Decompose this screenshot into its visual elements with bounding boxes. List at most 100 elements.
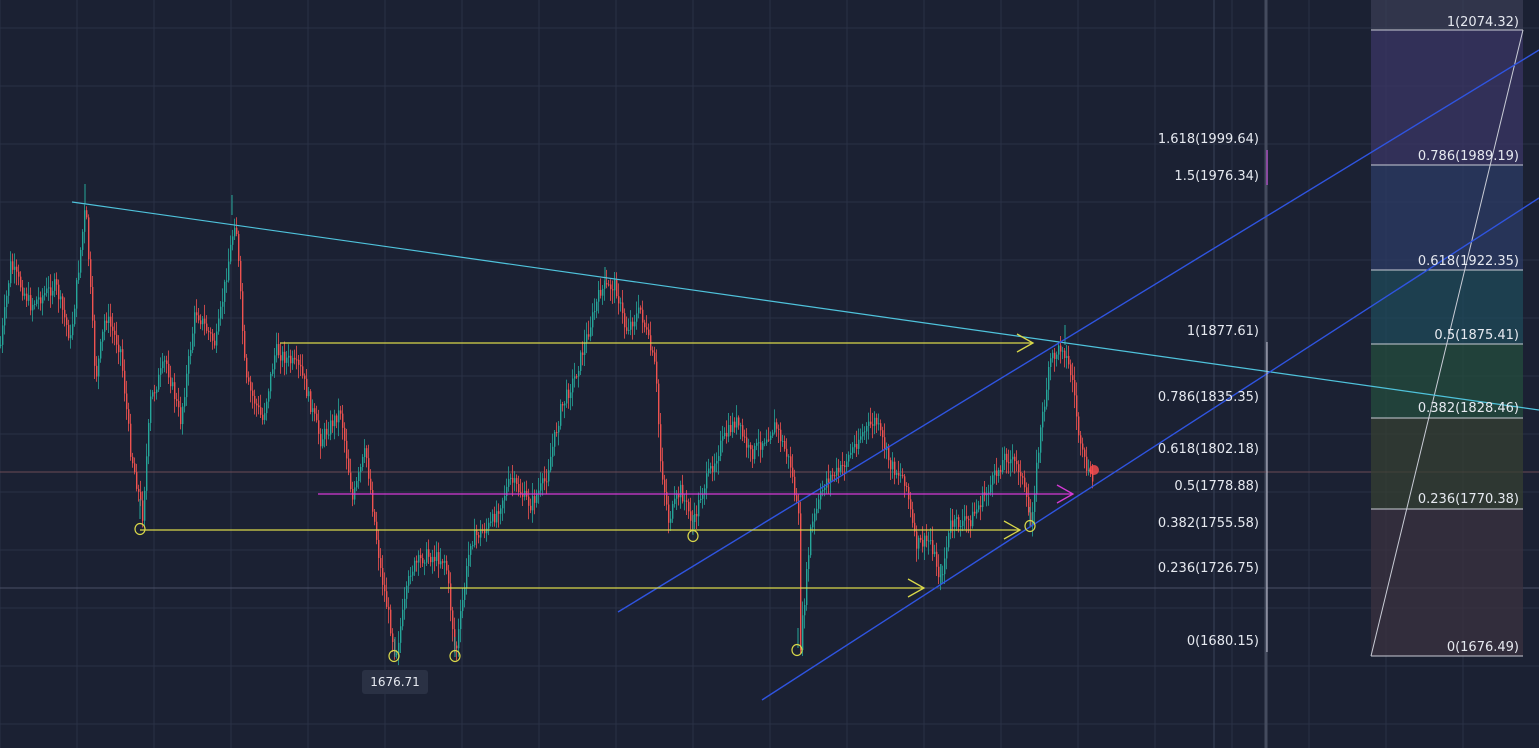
fib-right-label: 0.786(1989.19) xyxy=(1418,149,1519,164)
candle-body xyxy=(56,279,58,285)
candle-body xyxy=(954,519,956,527)
candle-body xyxy=(300,364,302,367)
candle-body xyxy=(114,330,116,335)
candle-body xyxy=(588,334,590,337)
candle-body xyxy=(698,500,700,517)
candle-body xyxy=(662,461,664,480)
candle-body xyxy=(582,352,584,355)
candle-body xyxy=(108,316,110,324)
candle-body xyxy=(832,474,834,476)
candle-body xyxy=(638,307,640,314)
candle-body xyxy=(308,391,310,397)
candle-body xyxy=(230,244,232,262)
fib-left-label: 1(1877.61) xyxy=(1187,324,1259,339)
candle-body xyxy=(646,327,648,330)
candle-body xyxy=(156,389,158,393)
candle-body xyxy=(768,439,770,441)
candle-body xyxy=(264,413,266,420)
candle-body xyxy=(608,284,610,286)
candle-body xyxy=(490,521,492,523)
candle-body xyxy=(932,540,934,555)
candle-body xyxy=(1054,352,1056,359)
candle-body xyxy=(1010,459,1012,464)
candle-body xyxy=(1014,456,1016,462)
candle-body xyxy=(636,313,638,322)
candle-body xyxy=(766,439,768,443)
candle-body xyxy=(238,234,240,261)
candle-body xyxy=(334,415,336,427)
candle-body xyxy=(924,535,926,547)
candle-body xyxy=(88,217,90,260)
candle-body xyxy=(58,284,60,300)
candle-body xyxy=(364,448,366,458)
candle-body xyxy=(478,535,480,538)
support-arrow-head xyxy=(1016,333,1035,353)
candle-body xyxy=(682,484,684,502)
candle-body xyxy=(48,287,50,289)
candle-body xyxy=(160,368,162,375)
drawings xyxy=(71,49,1539,701)
candle-body xyxy=(1074,380,1076,396)
candle-body xyxy=(360,466,362,473)
candle-body xyxy=(1012,456,1014,460)
candle-body xyxy=(172,382,174,387)
candle-body xyxy=(158,374,160,390)
candle-body xyxy=(648,329,650,336)
candle-body xyxy=(86,210,88,218)
candle-body xyxy=(82,231,84,250)
candle-body xyxy=(590,327,592,337)
candle-body xyxy=(680,484,682,498)
candle-body xyxy=(994,470,996,476)
candle-body xyxy=(222,301,224,307)
candle-body xyxy=(642,309,644,323)
candle-body xyxy=(580,352,582,371)
candle-body xyxy=(764,442,766,444)
candle-body xyxy=(46,288,48,294)
candle-body xyxy=(210,332,212,334)
candle-body xyxy=(534,496,536,503)
candle-body xyxy=(474,530,476,546)
candle-body xyxy=(644,322,646,328)
candle-body xyxy=(610,284,612,290)
candle-body xyxy=(838,467,840,472)
candle-body xyxy=(598,289,600,302)
candle-body xyxy=(1008,462,1010,464)
candle-body xyxy=(412,571,414,576)
candle-body xyxy=(1064,350,1066,358)
candle-body xyxy=(386,591,388,607)
candle-body xyxy=(244,330,246,358)
candle-body xyxy=(602,288,604,296)
candle-body xyxy=(112,326,114,331)
candle-body xyxy=(520,492,522,495)
candle-body xyxy=(240,260,242,292)
candle-body xyxy=(506,486,508,497)
fib-left-label: 0.382(1755.58) xyxy=(1158,516,1259,531)
candle-body xyxy=(926,535,928,542)
candle-body xyxy=(0,344,2,346)
candle-body xyxy=(964,516,966,521)
candle-body xyxy=(544,478,546,482)
candle-body xyxy=(936,551,938,567)
candle-body xyxy=(342,413,344,428)
candle-body xyxy=(464,587,466,600)
candle-body xyxy=(1084,449,1086,457)
candle-body xyxy=(54,279,56,291)
candle-body xyxy=(1068,355,1070,365)
candle-body xyxy=(998,469,1000,477)
candle-body xyxy=(882,430,884,438)
candle-body xyxy=(806,569,808,606)
candle-body xyxy=(918,537,920,549)
candle-body xyxy=(458,629,460,649)
candle-body xyxy=(450,583,452,611)
candle-body xyxy=(704,488,706,495)
candle-body xyxy=(518,483,520,493)
candle-body xyxy=(770,435,772,440)
candle-body xyxy=(658,383,660,425)
candle-body xyxy=(446,560,448,571)
candle-body xyxy=(960,526,962,528)
candle-body xyxy=(444,560,446,563)
candle-body xyxy=(228,261,230,281)
candle-body xyxy=(758,442,760,444)
candle-body xyxy=(468,554,470,567)
